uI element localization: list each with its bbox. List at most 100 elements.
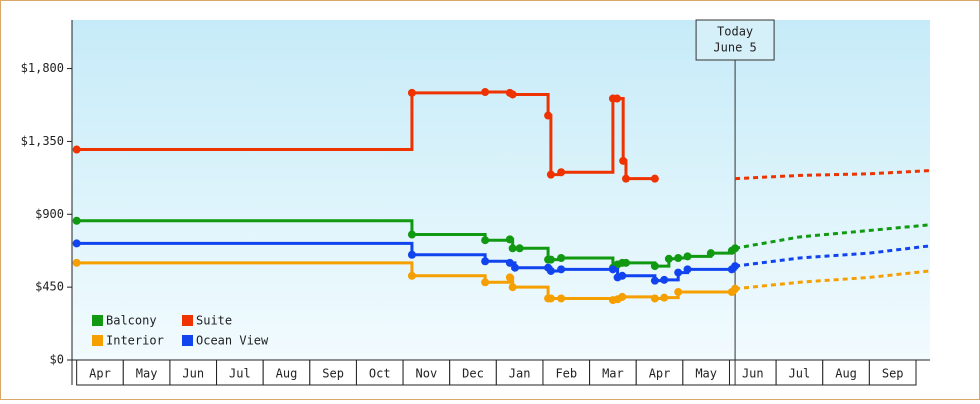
price-point [481,257,490,266]
x-tick-cell [868,359,917,386]
y-tick-label: $900 [35,207,64,221]
price-point [505,235,514,244]
price-point [72,239,81,248]
x-tick-label: Mar [602,367,624,381]
x-tick-label: Oct [369,367,391,381]
price-point [557,254,566,262]
forecast-line [734,244,931,268]
x-tick-cell [495,359,544,386]
price-point [619,156,628,165]
price-point [660,293,669,302]
x-tick-label: Jun [182,367,204,381]
x-tick-label: Apr [649,367,671,381]
x-tick-label: Aug [276,367,298,381]
price-point [618,271,627,280]
price-point [546,255,555,264]
legend-label: Ocean View [196,334,269,348]
y-tick-label: $450 [35,280,64,294]
x-tick-label: Dec [462,367,484,381]
price-point [660,275,669,284]
price-point [508,244,517,253]
price-point [674,254,683,262]
x-tick-cell [76,359,124,386]
x-tick-cell [122,359,171,386]
price-point [618,292,627,301]
legend-label: Balcony [106,314,157,328]
price-point [650,262,659,271]
x-tick-label: Sep [322,367,344,381]
price-point [510,263,519,272]
price-point [481,236,490,245]
price-point [674,288,683,296]
x-tick-label: Jul [229,367,251,381]
price-point [557,265,566,274]
y-tick-label: $1,350 [21,134,64,148]
x-tick-label: Sep [882,367,904,381]
price-point [481,278,490,287]
x-tick-cell [402,359,451,386]
price-point [407,250,416,259]
price-point [508,90,517,99]
x-tick-cell [169,359,218,386]
x-tick-cell [775,359,824,386]
x-tick-label: Aug [835,367,857,381]
price-point [557,294,566,303]
price-point [546,170,555,179]
today-label: Today [717,25,753,39]
x-tick-label: Jan [509,367,531,381]
legend-swatch [182,335,193,346]
plot-area [72,20,930,360]
price-point [546,294,555,303]
price-point [621,258,630,267]
price-point [650,294,659,303]
x-tick-label: Nov [416,367,438,381]
forecast-line [734,223,931,250]
legend-label: Suite [196,314,232,328]
x-tick-label: Jun [742,367,764,381]
x-tick-label: May [695,367,717,381]
x-tick-label: Feb [555,367,577,381]
price-point [407,271,416,280]
y-tick-label: $0 [50,353,64,367]
price-point [650,276,659,285]
price-point [613,94,622,103]
price-point [515,244,524,253]
today-box [695,19,775,61]
price-point [544,111,553,120]
x-tick-cell [635,359,684,386]
legend-swatch [92,315,103,326]
legend-label: Interior [106,334,164,348]
y-tick-label: $1,800 [21,61,64,75]
price-point [621,174,630,183]
price-point [72,145,81,154]
price-point [650,174,659,183]
x-tick-cell [216,359,264,386]
price-point [557,168,566,177]
price-point [481,88,490,97]
price-point [72,258,81,267]
price-point [683,265,692,274]
x-tick-label: Jul [789,367,811,381]
x-tick-label: May [136,367,158,381]
price-point [674,268,683,277]
price-point [683,252,692,261]
price-point [546,266,555,275]
x-tick-label: Apr [89,367,111,381]
legend-swatch [182,315,193,326]
price-point [608,265,617,274]
x-tick-cell [728,359,777,386]
price-point [508,283,517,292]
forecast-line [735,169,931,181]
x-tick-cell [589,359,637,386]
price-point [505,258,514,267]
forecast-line [734,269,931,291]
legend-swatch [92,335,103,346]
price-point [706,249,715,258]
price-point [664,254,673,263]
today-label: June 5 [713,41,756,55]
x-tick-cell [262,359,311,386]
price-point [407,88,416,97]
price-point [407,230,416,239]
price-point [72,216,81,225]
